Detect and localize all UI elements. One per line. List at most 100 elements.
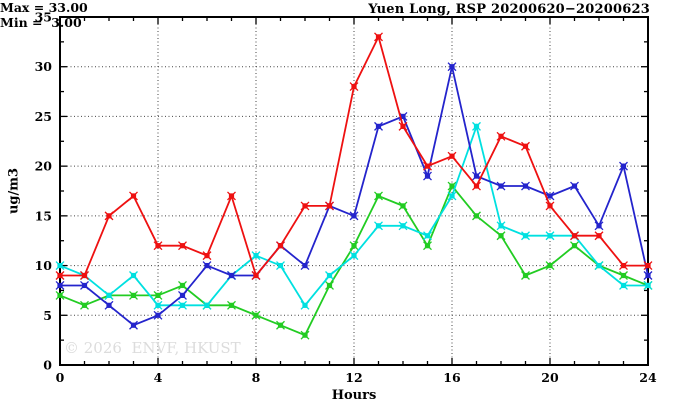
- chart-title: Yuen Long, RSP 20200620−20200623: [368, 2, 650, 17]
- series-blue-marker: [351, 213, 357, 219]
- series-green-marker: [375, 193, 382, 199]
- series-blue-marker: [204, 262, 210, 269]
- series-green-marker: [277, 322, 284, 328]
- x-tick-label: 12: [345, 370, 362, 385]
- series-cyan-marker: [424, 233, 431, 239]
- series-red-marker: [326, 203, 333, 209]
- series-cyan-marker: [277, 262, 284, 269]
- series-green-marker: [498, 233, 504, 239]
- series-blue-marker: [57, 282, 63, 289]
- series-cyan-marker: [130, 272, 137, 279]
- series-cyan-marker: [155, 302, 161, 308]
- x-tick-label: 24: [639, 370, 657, 385]
- series-cyan-marker: [449, 193, 455, 199]
- series-cyan-marker: [498, 223, 504, 229]
- series-red-marker: [179, 243, 186, 249]
- series-blue-marker: [106, 302, 112, 308]
- series-red-marker: [302, 203, 308, 209]
- series-green-marker: [57, 292, 63, 298]
- series-blue-marker: [424, 173, 431, 179]
- series-cyan-marker: [400, 223, 406, 229]
- series-red-marker: [228, 193, 235, 199]
- x-tick-label: 4: [154, 370, 163, 385]
- series-green-marker: [130, 292, 137, 298]
- y-tick-label: 35: [35, 10, 52, 25]
- series-blue-marker: [81, 282, 88, 289]
- series-green-marker: [155, 292, 161, 298]
- series-red-marker: [498, 133, 504, 139]
- series-red-marker: [473, 183, 480, 189]
- y-tick-label: 15: [35, 208, 52, 223]
- series-green-marker: [179, 282, 186, 289]
- series-cyan-marker: [106, 292, 112, 298]
- max-min-annotation: Max = 33.00 Min = 3.00: [0, 0, 674, 30]
- series-red-marker: [400, 123, 406, 129]
- series-red-marker: [571, 233, 578, 239]
- series-red-marker: [547, 203, 553, 209]
- series-cyan-marker: [375, 223, 382, 229]
- series-cyan-marker: [179, 302, 186, 308]
- series-blue-marker: [620, 163, 627, 169]
- series-cyan-marker: [351, 253, 357, 259]
- series-green-marker: [351, 243, 357, 249]
- series-blue-marker: [130, 322, 137, 328]
- y-tick-label: 0: [43, 358, 52, 373]
- series-red-marker: [596, 233, 602, 239]
- series-green-marker: [547, 262, 553, 269]
- y-tick-label: 20: [35, 159, 53, 174]
- series-green-marker: [571, 243, 578, 249]
- series-cyan-marker: [596, 262, 602, 269]
- series-cyan-marker: [326, 272, 333, 279]
- y-tick-label: 5: [43, 308, 52, 323]
- series-cyan-marker: [620, 282, 627, 289]
- series-cyan-marker: [547, 233, 553, 239]
- series-blue-marker: [473, 173, 480, 179]
- series-green-marker: [522, 272, 529, 279]
- series-red-marker: [155, 243, 161, 249]
- series-blue-marker: [571, 183, 578, 189]
- series-cyan-marker: [302, 302, 308, 308]
- plot-border: [59, 16, 649, 366]
- series-red-marker: [620, 262, 627, 269]
- series-green-marker: [449, 183, 455, 189]
- series-red-marker: [204, 253, 210, 259]
- series-red-marker: [351, 84, 357, 90]
- series-blue-marker: [179, 292, 186, 298]
- series-green-marker: [253, 312, 259, 318]
- series-red-line: [60, 34, 648, 278]
- series-red-marker: [277, 243, 284, 249]
- series-green-marker: [400, 203, 406, 209]
- series-green-marker: [620, 272, 627, 279]
- series-blue-marker: [155, 312, 161, 318]
- series-red-marker: [81, 272, 88, 279]
- series-green-marker: [302, 332, 308, 338]
- x-tick-label: 20: [541, 370, 559, 385]
- x-tick-label: 8: [252, 370, 261, 385]
- y-axis-title: ug/m3: [6, 167, 22, 215]
- x-axis-title: Hours: [331, 388, 377, 403]
- y-tick-label: 10: [35, 258, 53, 273]
- series-blue-marker: [302, 262, 308, 269]
- series-cyan-marker: [253, 253, 259, 259]
- series-blue-marker: [449, 64, 455, 70]
- series-cyan-marker: [645, 282, 651, 289]
- series-red-marker: [522, 143, 529, 149]
- series-green-marker: [424, 243, 431, 249]
- x-tick-label: 0: [56, 370, 65, 385]
- series-red-marker: [106, 213, 112, 219]
- series-red-marker: [253, 272, 259, 279]
- max-value-label: Max = 33.00: [0, 0, 88, 15]
- series-red-marker: [375, 34, 382, 40]
- series-blue-marker: [596, 223, 602, 229]
- series-red-marker: [424, 163, 431, 169]
- series-blue-marker: [645, 272, 651, 279]
- min-value-label: Min = 3.00: [0, 15, 82, 30]
- series-blue-marker: [228, 272, 235, 279]
- series-blue-marker: [498, 183, 504, 189]
- series-blue-marker: [547, 193, 553, 199]
- series-green-marker: [473, 213, 480, 219]
- series-cyan-marker: [57, 262, 63, 269]
- series-red-marker: [449, 153, 455, 159]
